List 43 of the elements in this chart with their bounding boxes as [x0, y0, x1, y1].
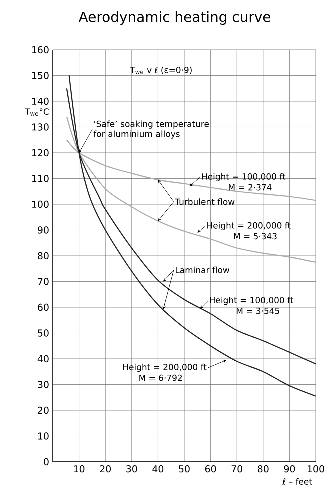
- annotation: ‘Safe’ soaking temperature for aluminium alloys: [94, 120, 210, 139]
- y-tick-label: 150: [32, 72, 49, 80]
- y-tick-label: 60: [38, 304, 49, 312]
- y-tick-label: 120: [32, 149, 49, 157]
- annotation: M = 2·374: [229, 184, 272, 191]
- y-tick-label: 80: [38, 252, 49, 260]
- x-tick-label: 80: [258, 466, 269, 473]
- x-tick-label: 10: [74, 466, 85, 473]
- x-tick-label: 40: [152, 466, 164, 473]
- y-tick-label: 20: [38, 406, 49, 414]
- x-tick-label: 60: [205, 466, 216, 473]
- x-tick-label: 100: [308, 466, 324, 473]
- y-tick-label: 130: [32, 124, 49, 131]
- line-series: [66, 116, 317, 263]
- annotation: Height = 100,000 ft: [210, 296, 294, 306]
- x-tick-label: 70: [232, 466, 242, 473]
- annotation: Height = 100,000 ft: [202, 173, 286, 182]
- annotation: Height = 200,000 ft: [123, 364, 207, 372]
- y-tick-label: 40: [38, 355, 49, 363]
- annotation: Height = 200,000 ft: [208, 222, 291, 230]
- y-tick-label: 140: [32, 98, 49, 106]
- chart-title: Aerodynamic heating curve: [78, 12, 270, 26]
- x-tick-label: 20: [100, 466, 111, 473]
- annotation: M = 6·792: [140, 374, 182, 382]
- text: T$_{we}$ v ℓ (ε=0·9): [130, 66, 192, 74]
- y-tick-label: 10: [38, 432, 49, 440]
- x-tick-label: 90: [284, 466, 296, 473]
- x-tick-label: 50: [179, 466, 190, 473]
- y-tick-label: 160: [32, 46, 49, 54]
- y-tick-label: 0: [44, 458, 49, 466]
- y-axis-title: T$_{we}$°C: [25, 108, 49, 116]
- y-tick-label: 70: [38, 278, 49, 286]
- y-tick-label: 100: [32, 200, 49, 208]
- annotation: M = 5·343: [234, 233, 277, 240]
- y-tick-label: 90: [38, 226, 49, 234]
- y-tick-label: 30: [38, 381, 49, 388]
- y-tick-label: 50: [38, 330, 49, 337]
- x-tick-label: 30: [126, 466, 138, 473]
- annotation: Laminar flow: [176, 266, 230, 274]
- x-axis-title: ℓ – feet: [282, 478, 312, 485]
- annotation: M = 3·545: [236, 308, 280, 314]
- annotation: Turbulent flow: [175, 198, 235, 206]
- y-tick-label: 110: [32, 175, 49, 182]
